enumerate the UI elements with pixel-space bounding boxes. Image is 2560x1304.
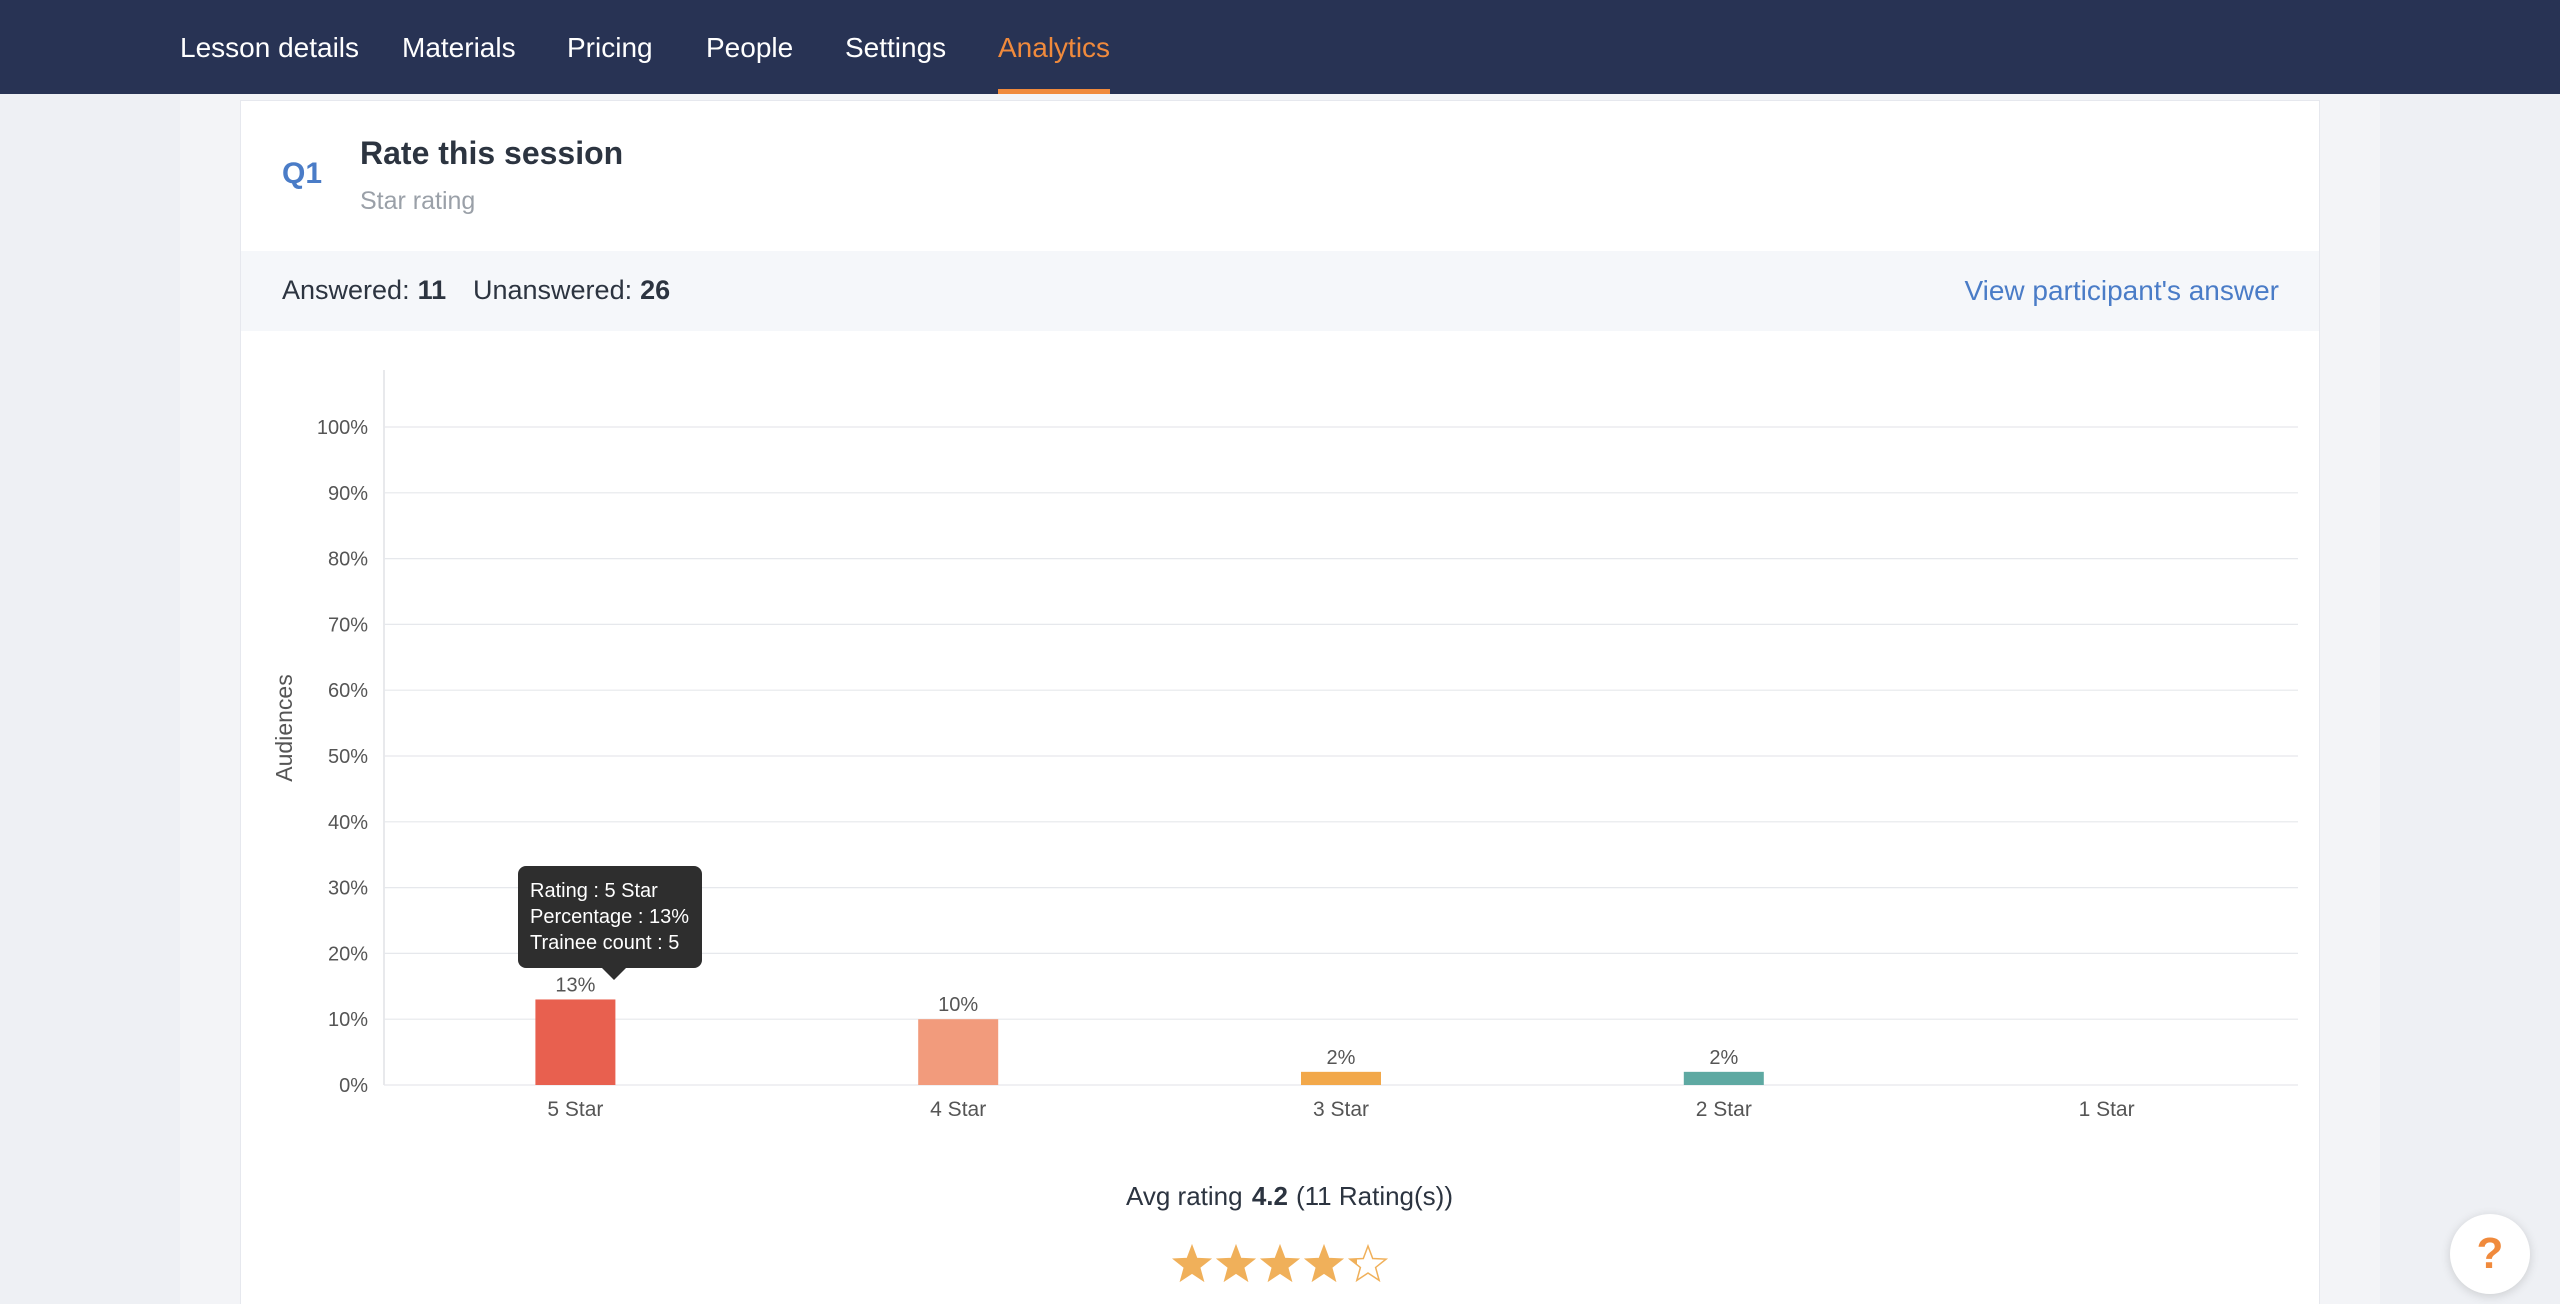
- rating-count: (11 Rating(s)): [1295, 1181, 1453, 1211]
- view-participant-answer-link[interactable]: View participant's answer: [1964, 275, 2279, 306]
- tooltip-rating: Rating : 5 Star: [530, 880, 658, 902]
- star-icon: [1215, 1243, 1257, 1283]
- bar-4-star: [918, 1019, 999, 1085]
- y-axis-title: Audiences: [271, 674, 297, 781]
- question-card: Q1 Rate this session Star rating Answere…: [240, 100, 2320, 1304]
- y-tick-label: 50%: [328, 746, 368, 768]
- y-tick-label: 20%: [328, 943, 368, 965]
- tab-materials[interactable]: Materials: [402, 32, 516, 63]
- y-tick-label: 60%: [328, 680, 368, 702]
- help-button[interactable]: ?: [2450, 1214, 2530, 1294]
- star-icon: [1303, 1243, 1345, 1283]
- tooltip-count: Trainee count : 5: [530, 932, 680, 954]
- y-tick-label: 70%: [328, 614, 368, 636]
- avg-rating: Avg rating 4.2 (11 Rating(s)): [1126, 1181, 1453, 1212]
- star-icon: [1172, 1243, 1213, 1283]
- x-tick-label: 1 Star: [2079, 1098, 2135, 1121]
- unanswered-label: Unanswered:: [473, 275, 633, 305]
- bar-3-star: [1301, 1071, 1381, 1085]
- x-tick-label: 5 Star: [547, 1098, 603, 1121]
- bar-value-label: 13%: [555, 974, 595, 996]
- answered-label: Answered:: [282, 275, 410, 305]
- avg-rating-value: 4.2: [1251, 1181, 1288, 1211]
- y-tick-label: 30%: [328, 878, 368, 900]
- answer-stats-bar: Answered: 11 Unanswered: 26 View participa…: [241, 251, 2319, 331]
- unanswered-stat: Unanswered: 26: [473, 275, 670, 306]
- y-tick-label: 100%: [317, 417, 368, 439]
- x-tick-label: 2 Star: [1696, 1098, 1752, 1121]
- y-tick-label: 40%: [328, 812, 368, 834]
- question-type: Star rating: [360, 187, 476, 215]
- x-tick-label: 4 Star: [930, 1098, 986, 1121]
- tooltip-percentage: Percentage : 13%: [530, 906, 689, 928]
- y-tick-label: 10%: [328, 1009, 368, 1031]
- question-title: Rate this session: [360, 135, 624, 171]
- y-tick-label: 0%: [339, 1075, 368, 1097]
- answered-count: 11: [417, 275, 447, 305]
- star-icon: [1347, 1243, 1389, 1283]
- bar-2-star: [1683, 1071, 1764, 1085]
- tab-people[interactable]: People: [706, 32, 794, 63]
- chart-tooltip: Rating : 5 Star Percentage : 13% Trainee…: [518, 866, 702, 980]
- unanswered-count: 26: [640, 275, 671, 305]
- bar-value-label: 10%: [938, 994, 978, 1016]
- y-tick-label: 90%: [328, 483, 368, 505]
- x-tick-label: 3 Star: [1313, 1098, 1369, 1121]
- answered-stat: Answered: 11: [282, 275, 446, 306]
- tab-lesson-details[interactable]: Lesson details: [180, 32, 360, 63]
- tab-analytics[interactable]: Analytics: [998, 0, 1111, 94]
- top-nav: Lesson details Materials Pricing People …: [0, 0, 2560, 94]
- bar-value-label: 2%: [1709, 1047, 1738, 1069]
- tab-settings[interactable]: Settings: [845, 32, 947, 63]
- question-number: Q1: [282, 157, 323, 190]
- star-icon: [1259, 1243, 1301, 1283]
- bar-value-label: 2%: [1327, 1047, 1356, 1069]
- avg-rating-label: Avg rating: [1126, 1181, 1243, 1211]
- y-tick-label: 80%: [328, 549, 368, 571]
- tab-pricing[interactable]: Pricing: [567, 32, 653, 63]
- bar-5-star: [535, 999, 616, 1085]
- star-rating-display: [1172, 1243, 1389, 1283]
